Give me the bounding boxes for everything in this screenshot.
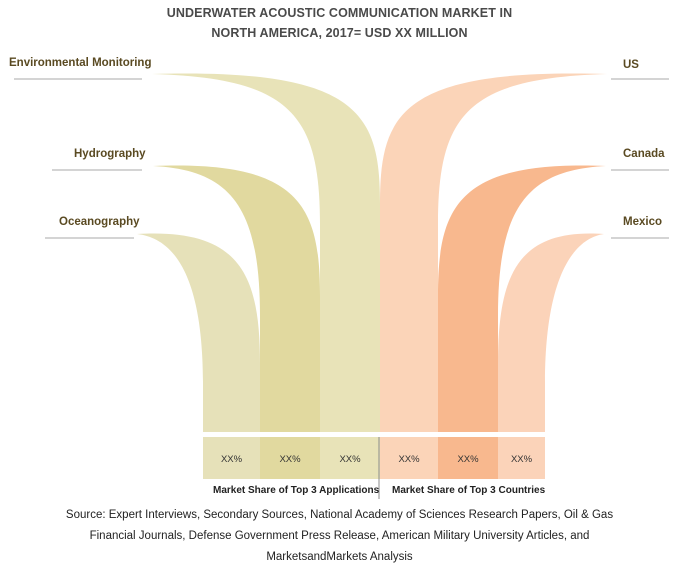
chart-title-line1: UNDERWATER ACOUSTIC COMMUNICATION MARKET… (166, 6, 513, 20)
group-label-applications: Market Share of Top 3 Applications (213, 485, 380, 496)
bar-us (380, 437, 438, 479)
category-label-environmental-monitoring: Environmental Monitoring (9, 57, 152, 69)
stem-us (380, 73, 607, 433)
source-line-1: Source: Expert Interviews, Secondary Sou… (65, 509, 614, 521)
value-label-us: XX% (398, 454, 420, 465)
bar-hydrography (260, 437, 320, 479)
source-line-2: Financial Journals, Defense Government P… (89, 530, 590, 542)
bar-environmental-monitoring (320, 437, 380, 479)
bar-canada (438, 437, 498, 479)
category-label-canada: Canada (623, 148, 665, 160)
source-line-3: MarketsandMarkets Analysis (266, 551, 413, 563)
stem-canada (438, 165, 606, 432)
stem-mexico (498, 233, 604, 432)
value-label-mexico: XX% (511, 454, 533, 465)
bar-mexico (498, 437, 545, 479)
value-label-environmental-monitoring: XX% (339, 454, 361, 465)
chart-title-line2: NORTH AMERICA, 2017= USD XX MILLION (211, 26, 468, 40)
group-label-countries: Market Share of Top 3 Countries (392, 485, 546, 496)
category-label-us: US (623, 59, 639, 71)
bar-oceanography (203, 437, 260, 479)
category-label-hydrography: Hydrography (74, 148, 146, 160)
value-label-oceanography: XX% (221, 454, 243, 465)
value-label-hydrography: XX% (279, 454, 301, 465)
category-label-oceanography: Oceanography (59, 216, 140, 228)
stem-oceanography (137, 233, 260, 432)
value-label-canada: XX% (457, 454, 479, 465)
category-label-mexico: Mexico (623, 216, 662, 228)
stem-hydrography (153, 165, 320, 432)
stem-environmental-monitoring (152, 73, 380, 433)
source-note: Source: Expert Interviews, Secondary Sou… (0, 505, 679, 568)
